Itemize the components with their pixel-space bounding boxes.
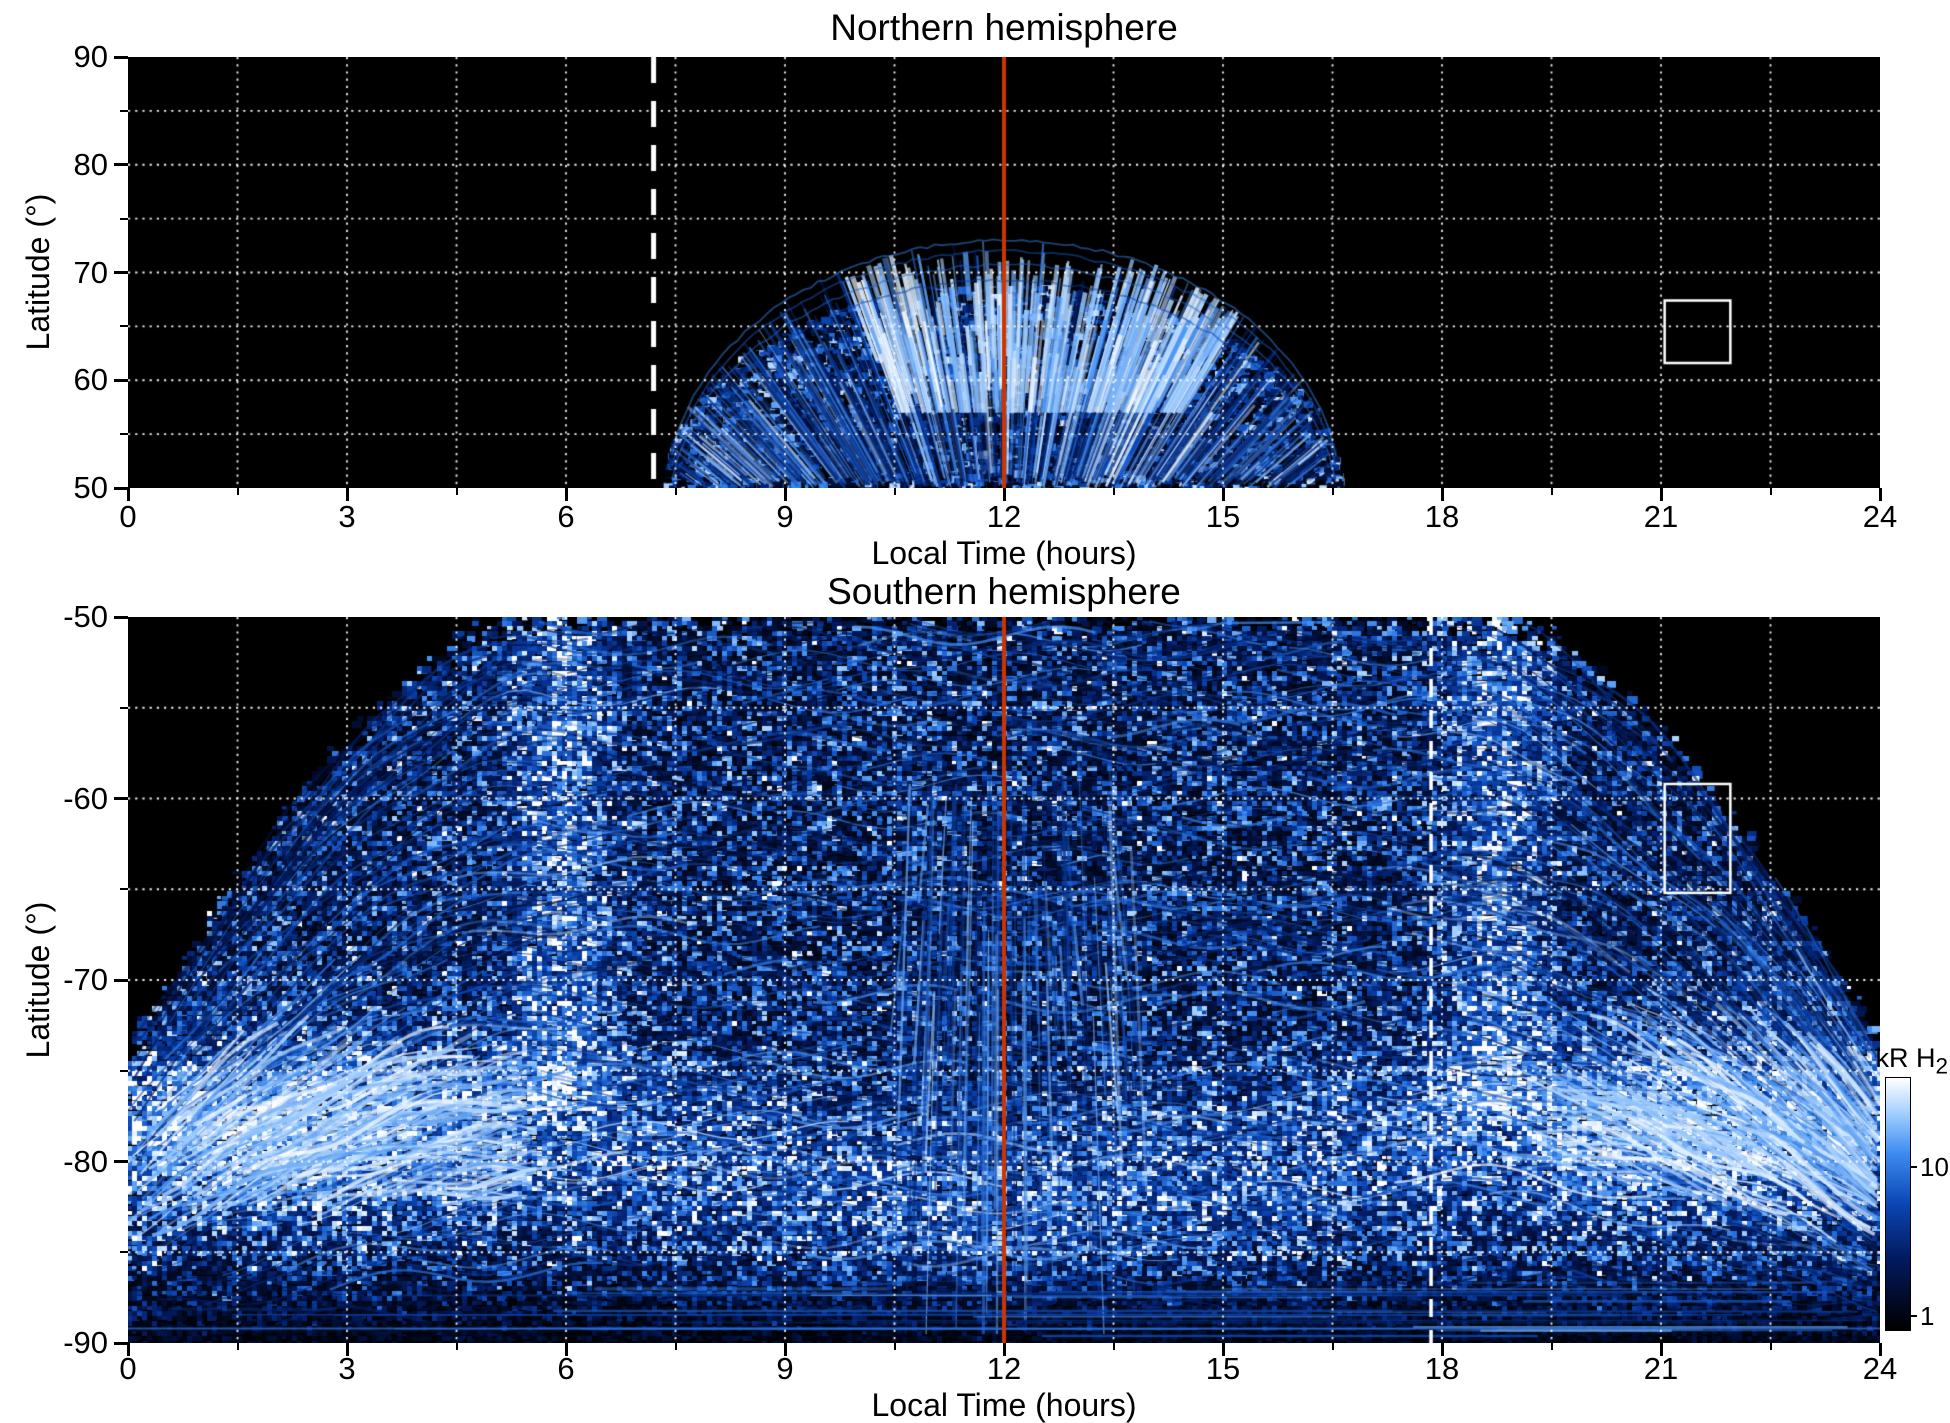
y-tick-label: -50 — [63, 599, 108, 634]
north-x-axis-label: Local Time (hours) — [871, 535, 1137, 571]
colorbar-tick-mark — [1910, 1166, 1917, 1169]
x-tick-mark — [1659, 488, 1663, 501]
y-minor-tick-mark — [120, 706, 128, 709]
x-tick-mark — [345, 1343, 349, 1356]
y-tick-mark — [114, 55, 128, 59]
x-tick-label: 18 — [1424, 499, 1460, 534]
x-tick-mark — [1440, 488, 1444, 501]
x-tick-label: 0 — [119, 1351, 137, 1386]
y-tick-label: -80 — [63, 1143, 108, 1179]
y-tick-mark — [114, 271, 128, 274]
x-tick-label: 24 — [1862, 1351, 1898, 1386]
x-tick-label: 24 — [1862, 499, 1898, 534]
x-tick-label: 3 — [338, 499, 356, 534]
x-minor-tick-mark — [455, 1343, 458, 1350]
y-tick-label: 90 — [73, 39, 108, 74]
x-tick-mark — [1221, 488, 1225, 501]
x-tick-mark — [1659, 1343, 1663, 1356]
x-minor-tick-mark — [1112, 488, 1115, 495]
x-minor-tick-mark — [893, 1343, 896, 1350]
x-minor-tick-mark — [1331, 1343, 1334, 1350]
x-tick-mark — [1440, 1343, 1444, 1356]
x-tick-label: 21 — [1643, 499, 1679, 534]
north-panel-title: Northern hemisphere — [830, 7, 1178, 48]
y-tick-label: 70 — [73, 254, 108, 290]
x-minor-tick-mark — [1112, 1343, 1115, 1350]
y-tick-label: -90 — [63, 1325, 108, 1360]
y-minor-tick-mark — [120, 888, 128, 891]
y-tick-label: -60 — [63, 780, 108, 816]
x-tick-mark — [783, 1343, 787, 1356]
x-tick-mark — [126, 488, 130, 501]
x-tick-label: 15 — [1205, 1351, 1241, 1386]
x-tick-mark — [1878, 488, 1882, 501]
y-minor-tick-mark — [120, 433, 128, 436]
x-minor-tick-mark — [455, 488, 458, 495]
x-minor-tick-mark — [1550, 488, 1553, 495]
north-heatmap-plot — [128, 57, 1880, 488]
x-minor-tick-mark — [674, 1343, 677, 1350]
colorbar-tick-mark — [1910, 1314, 1917, 1317]
x-tick-mark — [126, 1343, 130, 1356]
colorbar-tick-label-1: 1 — [1920, 1300, 1935, 1331]
x-minor-tick-mark — [236, 1343, 239, 1350]
x-tick-label: 15 — [1205, 499, 1241, 534]
y-minor-tick-mark — [120, 325, 128, 328]
y-tick-mark — [114, 615, 128, 619]
y-tick-label: 60 — [73, 362, 108, 398]
colorbar-gradient — [1885, 1077, 1911, 1331]
y-tick-label: -70 — [63, 962, 108, 997]
x-tick-label: 21 — [1643, 1351, 1679, 1386]
colorbar-tick-label-10: 10 — [1920, 1152, 1949, 1183]
x-tick-mark — [1221, 1343, 1225, 1356]
y-tick-mark — [114, 797, 128, 800]
x-minor-tick-mark — [1331, 488, 1334, 495]
x-minor-tick-mark — [236, 488, 239, 495]
south-panel-title: Southern hemisphere — [827, 571, 1181, 612]
x-tick-mark — [564, 1343, 568, 1356]
x-minor-tick-mark — [1769, 488, 1772, 495]
y-tick-mark — [114, 486, 128, 490]
x-tick-mark — [1002, 488, 1006, 501]
x-tick-label: 12 — [986, 1351, 1022, 1386]
colorbar-label-text: kR H — [1875, 1043, 1936, 1073]
x-tick-mark — [1878, 1343, 1882, 1356]
x-minor-tick-mark — [1550, 1343, 1553, 1350]
x-tick-label: 9 — [776, 499, 794, 534]
y-tick-label: 50 — [73, 470, 108, 505]
south-heatmap-plot — [128, 617, 1880, 1343]
x-tick-mark — [564, 488, 568, 501]
y-minor-tick-mark — [120, 1251, 128, 1254]
x-tick-label: 12 — [986, 499, 1022, 534]
x-tick-label: 18 — [1424, 1351, 1460, 1386]
y-tick-mark — [114, 1341, 128, 1345]
y-minor-tick-mark — [120, 217, 128, 220]
y-minor-tick-mark — [120, 109, 128, 112]
y-tick-mark — [114, 163, 128, 167]
x-tick-label: 0 — [119, 499, 137, 534]
x-tick-label: 6 — [557, 499, 575, 534]
x-minor-tick-mark — [1769, 1343, 1772, 1350]
y-tick-mark — [114, 1160, 128, 1163]
x-tick-label: 6 — [557, 1351, 575, 1386]
y-tick-mark — [114, 378, 128, 382]
x-tick-mark — [783, 488, 787, 501]
x-minor-tick-mark — [893, 488, 896, 495]
colorbar-label: kR H2 — [1828, 1044, 1948, 1080]
colorbar-label-subscript: 2 — [1935, 1053, 1948, 1079]
x-minor-tick-mark — [674, 488, 677, 495]
x-tick-mark — [1002, 1343, 1006, 1356]
y-tick-label: 80 — [73, 146, 108, 182]
y-minor-tick-mark — [120, 1069, 128, 1072]
y-tick-mark — [114, 978, 128, 982]
x-tick-label: 9 — [776, 1351, 794, 1386]
x-tick-label: 3 — [338, 1351, 356, 1386]
south-x-axis-label: Local Time (hours) — [871, 1387, 1137, 1423]
x-tick-mark — [345, 488, 349, 501]
